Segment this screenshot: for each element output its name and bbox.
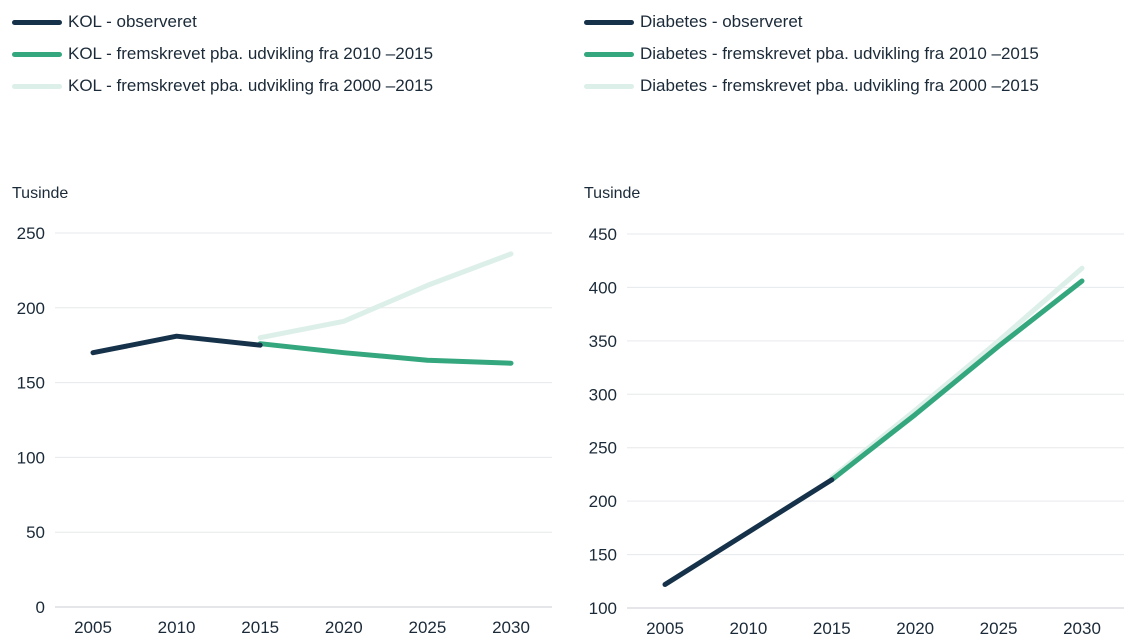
legend-label: Diabetes - observeret [640,12,803,31]
x-tick-label: 2005 [646,619,684,634]
y-tick-label: 150 [17,374,45,393]
legend-swatch [584,19,634,25]
legend-label: Diabetes - fremskrevet pba. udvikling fr… [640,76,1039,95]
y-tick-label: 350 [589,332,617,351]
x-tick-label: 2030 [1063,619,1101,634]
legend-swatch [584,51,634,57]
y-tick-label: 0 [36,598,45,617]
x-tick-label: 2025 [408,618,446,634]
y-tick-label: 100 [589,599,617,618]
legend-item: Diabetes - fremskrevet pba. udvikling fr… [584,38,1039,70]
legend-item: Diabetes - observeret [584,6,1039,38]
legend-item: KOL - observeret [12,6,433,38]
y-tick-label: 100 [17,448,45,467]
y-tick-label: 250 [17,224,45,243]
diabetes-plot: 100 150 200 250 300 350 400 450 2005 2010 2015 2020… [589,225,1124,634]
right-legend: Diabetes - observeret Diabetes - fremskr… [584,6,1039,102]
y-axis-title: Tusinde [12,185,68,202]
y-tick-label: 400 [589,278,617,297]
legend-label: KOL - fremskrevet pba. udvikling fra 201… [68,44,434,63]
legend-swatch [12,19,62,25]
y-axis-title: Tusinde [584,185,640,202]
legend-label: KOL - observeret [68,12,197,31]
series-line [90,333,263,356]
legend-label: KOL - fremskrevet pba. udvikling fra 200… [68,76,434,95]
y-tick-label: 250 [589,439,617,458]
x-tick-label: 2010 [729,619,767,634]
series-line [829,278,1085,483]
x-tick-label: 2030 [492,618,530,634]
legend-item: KOL - fremskrevet pba. udvikling fra 201… [12,38,433,70]
legend-label: Diabetes - fremskrevet pba. udvikling fr… [640,44,1039,63]
legend-item: KOL - fremskrevet pba. udvikling fra 200… [12,70,433,102]
series-line [257,341,514,366]
y-tick-label: 150 [589,546,617,565]
left-legend: KOL - observeret KOL - fremskrevet pba. … [12,6,433,102]
legend-swatch [12,51,62,57]
y-tick-label: 50 [26,523,45,542]
x-tick-label: 2025 [980,619,1018,634]
series-line [257,251,514,341]
legend-swatch [584,83,634,89]
series-line [829,265,1085,481]
legend-item: Diabetes - fremskrevet pba. udvikling fr… [584,70,1039,102]
kol-plot: 0 50 100 150 200 250 2005 2010 2015 2020 2025 2030 [17,224,552,634]
x-tick-label: 2020 [325,618,363,634]
x-tick-label: 2015 [813,619,851,634]
x-tick-label: 2015 [241,618,279,634]
x-tick-label: 2005 [74,618,112,634]
legend-swatch [12,83,62,89]
x-tick-label: 2010 [158,618,196,634]
y-tick-label: 450 [589,225,617,244]
y-tick-label: 300 [589,385,617,404]
y-tick-label: 200 [589,492,617,511]
series-line [662,477,835,587]
y-tick-label: 200 [17,299,45,318]
x-tick-label: 2020 [896,619,934,634]
